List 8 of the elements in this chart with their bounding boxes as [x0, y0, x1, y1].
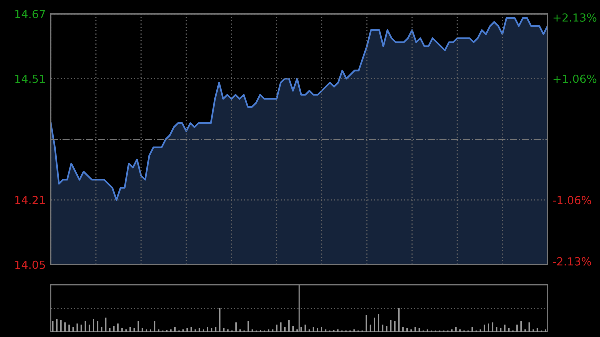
y-tick-label: 14.21 — [16, 196, 46, 204]
y2-tick-label: -1.06% — [553, 196, 592, 205]
y-tick-label: 14.67 — [16, 10, 46, 19]
y2-tick-label: +2.13% — [554, 14, 597, 22]
y-tick-label: 14.51 — [16, 74, 46, 84]
y-tick-label: 14.05 — [16, 260, 46, 270]
y2-tick-label: +1.06% — [554, 74, 597, 84]
y2-tick-label: -2.13% — [553, 257, 592, 266]
